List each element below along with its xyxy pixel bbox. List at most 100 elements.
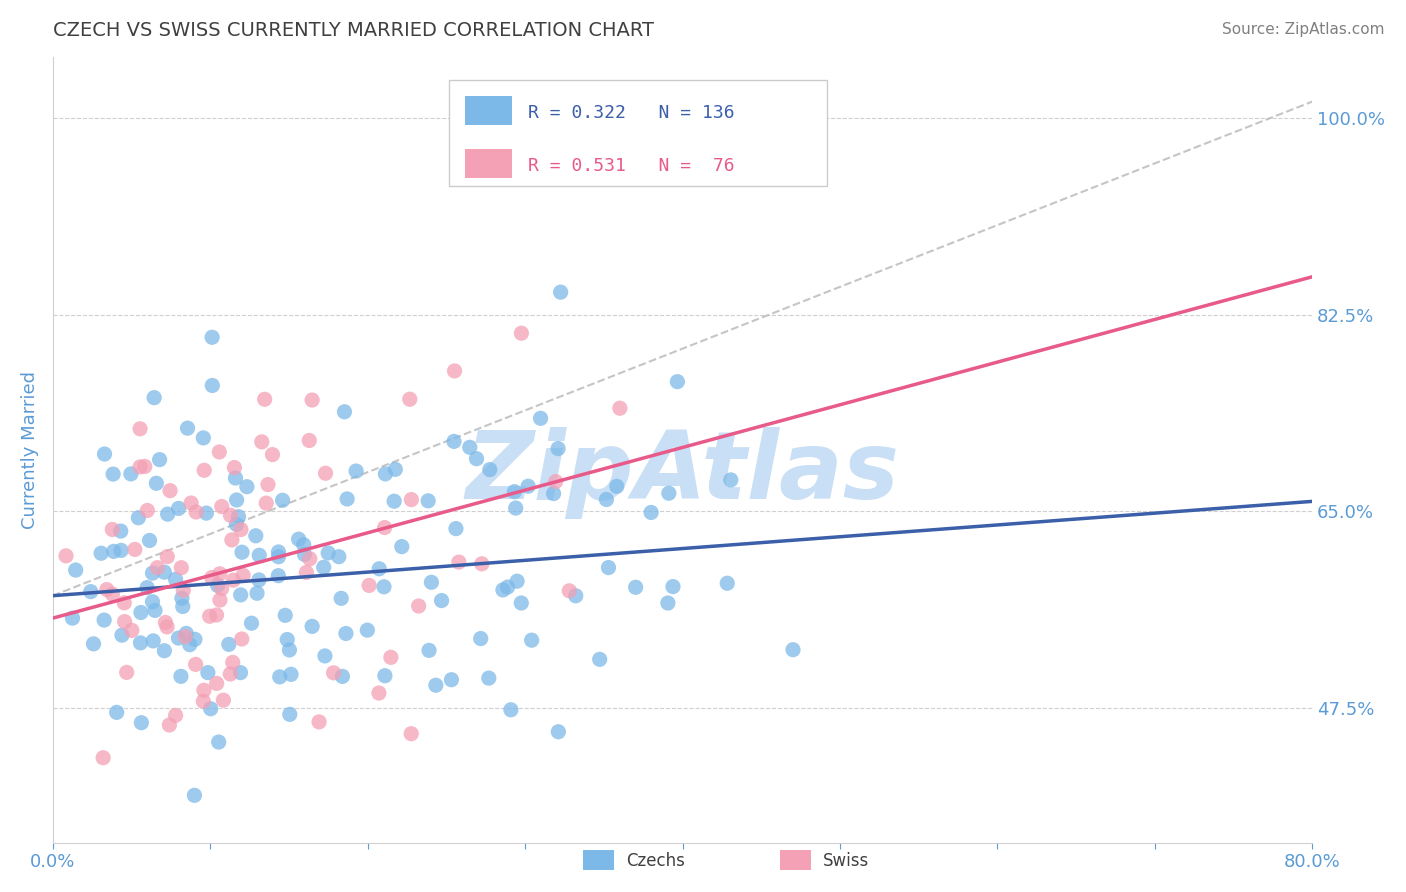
Point xyxy=(167,501,190,516)
Point xyxy=(96,582,118,597)
Point xyxy=(240,616,263,631)
Point xyxy=(208,593,231,607)
Point xyxy=(93,613,115,627)
Point xyxy=(359,578,381,592)
Point xyxy=(149,452,172,467)
Point xyxy=(332,669,354,683)
Point xyxy=(114,615,136,629)
Point xyxy=(267,549,290,564)
Point xyxy=(374,669,396,683)
Point xyxy=(229,523,252,537)
Point xyxy=(373,580,395,594)
Point xyxy=(180,496,202,510)
Point xyxy=(517,479,540,493)
Point xyxy=(224,471,246,485)
Point xyxy=(211,582,233,596)
Point xyxy=(129,459,152,474)
Point xyxy=(716,576,738,591)
Point xyxy=(55,549,77,563)
Point xyxy=(382,494,405,508)
Point xyxy=(200,702,222,716)
Point xyxy=(141,566,163,580)
Point xyxy=(308,714,330,729)
Point xyxy=(120,467,142,481)
Point xyxy=(529,411,551,425)
Point xyxy=(211,500,233,514)
Point xyxy=(131,715,153,730)
Point xyxy=(201,570,224,584)
Point xyxy=(367,686,389,700)
Point xyxy=(444,522,467,536)
Point xyxy=(253,392,276,407)
Point xyxy=(418,643,440,657)
Point xyxy=(218,637,240,651)
Point xyxy=(232,568,254,582)
Point xyxy=(231,545,253,559)
Point xyxy=(134,459,156,474)
Point xyxy=(782,642,804,657)
Point xyxy=(193,463,215,477)
Point xyxy=(153,565,176,579)
Text: Source: ZipAtlas.com: Source: ZipAtlas.com xyxy=(1222,22,1385,37)
Point xyxy=(170,669,193,683)
Point xyxy=(274,608,297,623)
Point xyxy=(101,467,124,482)
Point xyxy=(298,434,321,448)
Text: Czechs: Czechs xyxy=(626,852,685,870)
Point xyxy=(207,578,229,592)
Point xyxy=(666,375,689,389)
Point xyxy=(301,392,323,407)
Point xyxy=(312,560,335,574)
Point xyxy=(269,670,291,684)
Point xyxy=(356,623,378,637)
Point xyxy=(547,724,569,739)
Point xyxy=(157,718,180,732)
Point xyxy=(212,693,235,707)
Point xyxy=(129,636,152,650)
Point xyxy=(564,589,586,603)
Point xyxy=(250,434,273,449)
Text: Swiss: Swiss xyxy=(823,852,869,870)
Point xyxy=(478,462,501,476)
Point xyxy=(606,479,628,493)
Point xyxy=(471,557,494,571)
Point xyxy=(510,326,533,341)
Point xyxy=(558,583,581,598)
Point xyxy=(267,545,290,559)
Point xyxy=(219,508,242,523)
Point xyxy=(127,510,149,524)
Point xyxy=(155,615,177,630)
Point xyxy=(156,507,179,521)
Point xyxy=(662,580,685,594)
Point xyxy=(384,462,406,476)
Point xyxy=(176,421,198,435)
Point xyxy=(136,503,159,517)
Point xyxy=(322,665,344,680)
Point xyxy=(174,626,197,640)
Point xyxy=(174,630,197,644)
Point xyxy=(492,582,515,597)
Point xyxy=(658,486,681,500)
Point xyxy=(201,330,224,344)
Point xyxy=(344,464,367,478)
Point xyxy=(443,364,465,378)
Point xyxy=(156,620,179,634)
Point xyxy=(159,483,181,498)
Point xyxy=(193,431,215,445)
Point xyxy=(208,566,231,581)
Point xyxy=(222,656,245,670)
Point xyxy=(278,643,301,657)
Text: R = 0.322   N = 136: R = 0.322 N = 136 xyxy=(527,104,734,122)
Point xyxy=(398,392,420,407)
Point xyxy=(111,628,134,642)
Point xyxy=(328,549,350,564)
Point xyxy=(301,619,323,633)
Point xyxy=(198,609,221,624)
Point xyxy=(335,626,357,640)
Point xyxy=(657,596,679,610)
Point xyxy=(280,667,302,681)
Point xyxy=(478,671,501,685)
Point xyxy=(720,473,742,487)
Point xyxy=(229,665,252,680)
Point xyxy=(170,591,193,606)
